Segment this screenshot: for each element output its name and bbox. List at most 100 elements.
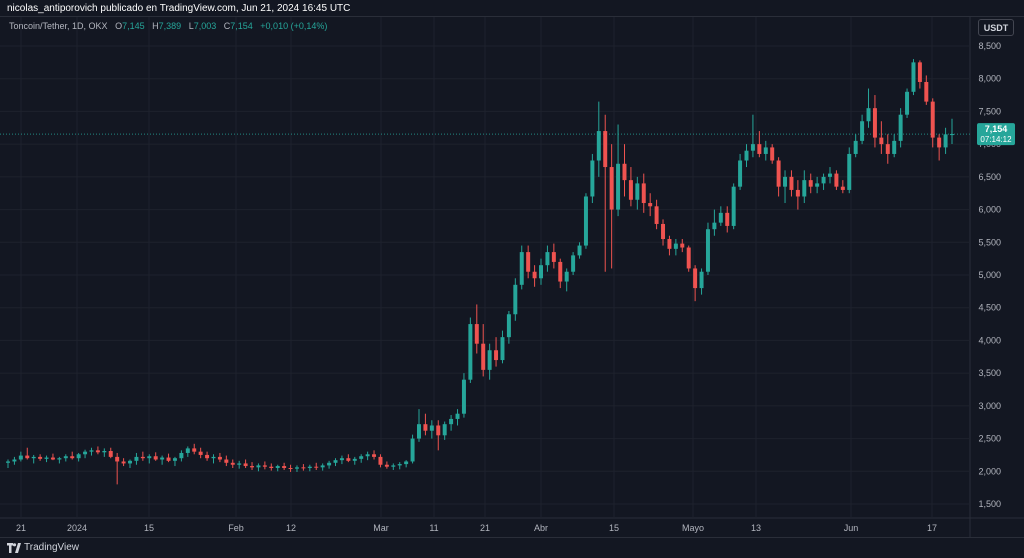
candle-down [532,271,537,279]
candle-up [802,180,807,197]
y-tick-label: 3,500 [978,368,1001,378]
candle-up [738,160,743,187]
x-tick-label: 21 [16,523,26,533]
candle-up [429,425,434,431]
candle-up [821,176,826,184]
candle-up [853,140,858,154]
candle-down [153,456,158,460]
candle-up [590,160,595,197]
y-tick-label: 5,500 [978,237,1001,247]
symbol-label[interactable]: Toncoin/Tether, 1D, OKX [9,21,108,31]
candle-down [667,239,672,249]
candle-up [571,255,576,272]
candle-down [121,461,126,464]
candle-down [661,223,666,240]
x-tick-label: Jun [844,523,859,533]
attribution-bar: nicolas_antiporovich publicado en Tradin… [0,0,1024,17]
x-tick-label: Abr [534,523,548,533]
price-badge-value: 7,154 [985,124,1008,134]
candle-up [102,451,107,453]
candle-up [449,418,454,425]
candle-down [198,451,203,455]
low-key: L [188,21,194,31]
candle-down [648,203,653,207]
candle-up [6,461,10,463]
candle-up [327,462,332,466]
candle-up [359,456,364,459]
candle-up [211,456,216,459]
candle-down [834,173,839,187]
candle-down [384,464,389,467]
attribution-text: nicolas_antiporovich publicado en Tradin… [7,3,351,14]
candle-down [609,167,614,210]
candle-up [673,243,678,249]
candle-down [70,456,75,459]
x-tick-label: 15 [144,523,154,533]
candle-down [622,163,627,181]
candle-up [410,438,415,462]
candle-down [38,456,43,459]
y-tick-label: 4,000 [978,335,1001,345]
candle-up [943,134,948,148]
candle-down [481,343,486,370]
candle-up [83,451,88,455]
candle-up [564,271,569,282]
candle-up [417,424,421,439]
footer-bar: TradingView [0,537,1024,558]
candle-up [320,465,325,468]
candle-up [866,108,871,122]
candle-up [616,163,621,210]
x-tick-label: Mayo [682,523,704,533]
candle-down [346,458,351,461]
candle-down [680,243,685,248]
candle-up [827,173,832,177]
candle-down [50,457,55,460]
y-tick-label: 6,000 [978,205,1001,215]
candle-up [847,153,852,190]
candle-down [262,465,267,467]
candle-down [937,137,942,148]
candle-down [757,144,762,154]
candle-up [545,252,550,266]
candle-down [436,425,441,436]
candle-up [577,245,582,256]
tradingview-logo-icon[interactable] [7,543,21,553]
candle-down [314,466,319,468]
open-value: 7,145 [122,21,145,31]
candle-down [288,468,293,470]
candle-down [641,183,646,204]
candle-up [128,460,133,464]
candle-down [494,350,499,361]
candle-down [108,451,113,457]
x-tick-label: 12 [286,523,296,533]
currency-button[interactable]: USDT [978,19,1014,36]
candle-up [763,147,768,154]
y-tick-label: 2,000 [978,466,1001,476]
candle-down [250,466,255,468]
candle-up [179,452,184,459]
candle-up [237,463,242,465]
brand-label[interactable]: TradingView [24,542,80,553]
x-tick-label: Feb [228,523,244,533]
candle-up [892,140,897,154]
candle-down [924,81,929,102]
candle-up [911,62,916,92]
candle-up [731,186,736,226]
candle-down [243,463,248,467]
candle-up [705,229,710,272]
candle-down [25,455,30,459]
candle-down [192,448,197,452]
candle-up [513,284,518,315]
price-badge [977,123,1015,146]
candle-up [783,176,788,187]
candle-up [256,465,261,468]
candle-down [789,176,794,190]
y-tick-label: 2,500 [978,434,1001,444]
candle-down [879,137,884,145]
candle-down [205,454,210,459]
candle-down [230,462,235,465]
candle-up [57,458,62,460]
candle-down [770,147,775,161]
